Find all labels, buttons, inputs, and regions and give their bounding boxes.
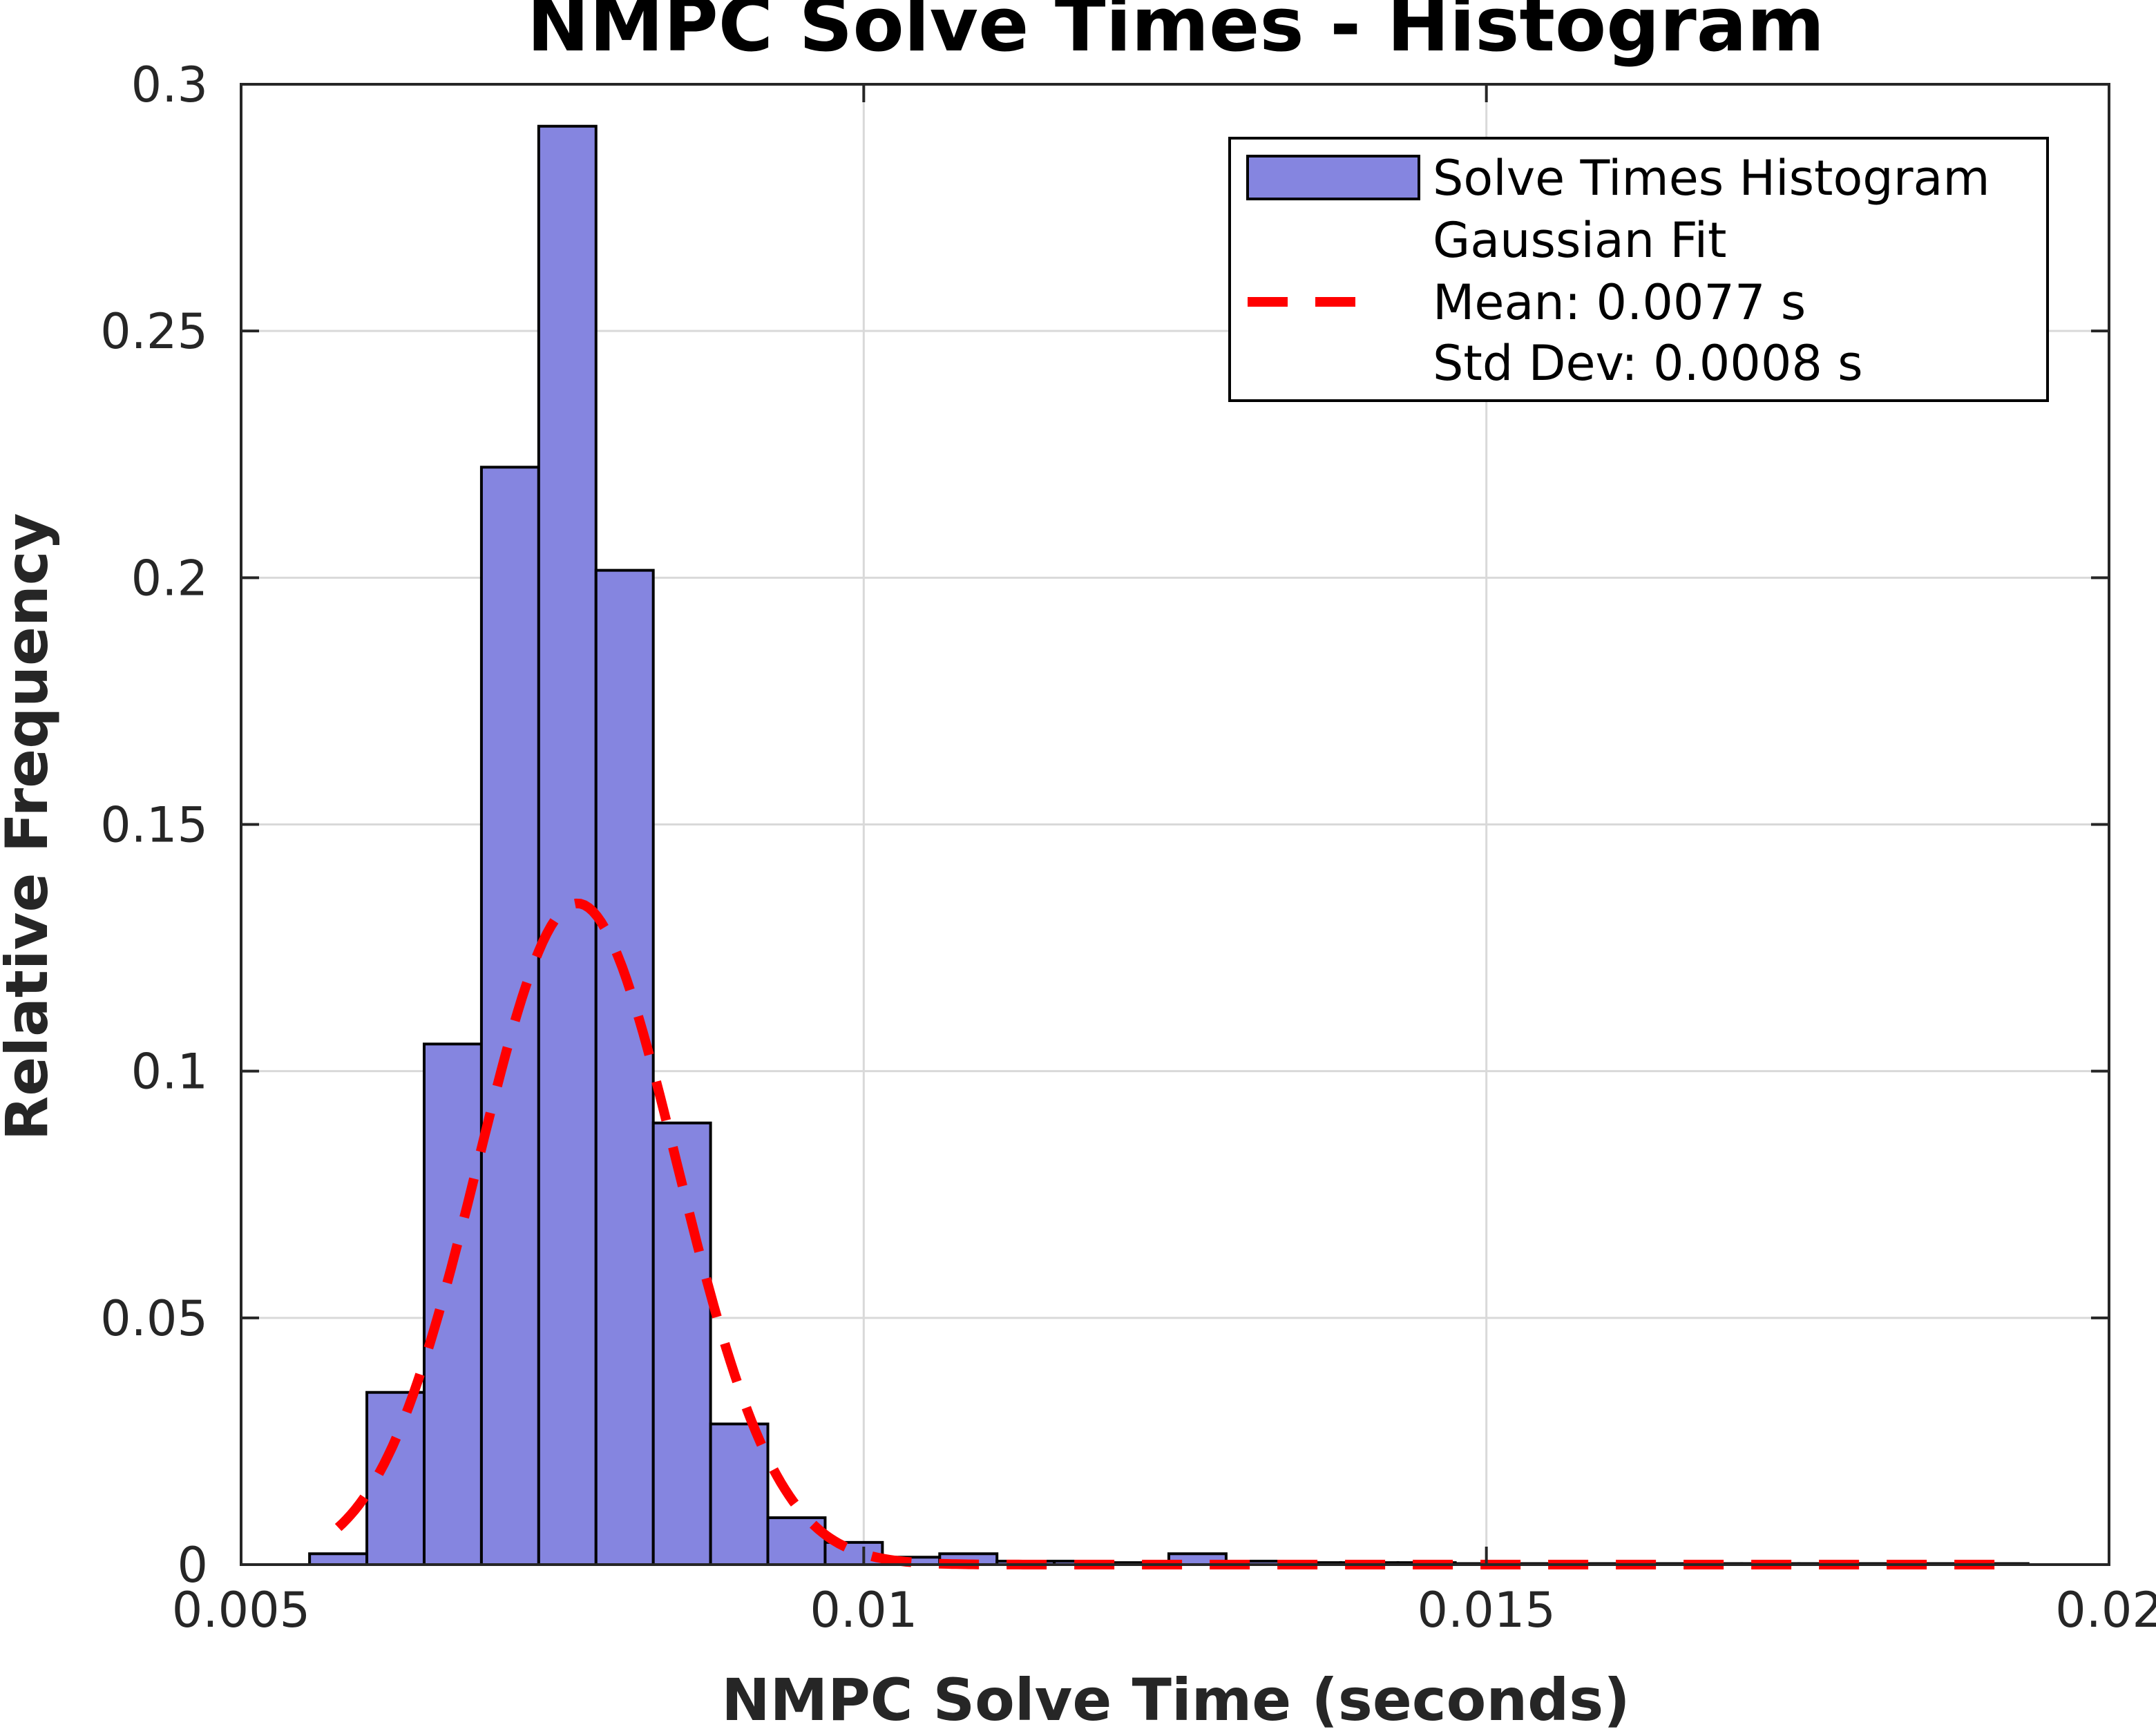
histogram-bar xyxy=(651,1121,712,1566)
chart-title: NMPC Solve Times - Histogram xyxy=(527,0,1824,68)
histogram-bar xyxy=(479,466,540,1567)
x-tick-label: 0.02 xyxy=(2055,1582,2156,1639)
x-tick-label: 0.015 xyxy=(1417,1582,1555,1639)
y-tick-label: 0.3 xyxy=(131,57,208,113)
x-axis-label: NMPC Solve Time (seconds) xyxy=(721,1666,1630,1729)
legend-swatch-histogram xyxy=(1246,155,1420,200)
histogram-bar xyxy=(365,1391,426,1566)
histogram-bar xyxy=(594,569,655,1567)
x-tick-label: 0.01 xyxy=(810,1582,917,1639)
y-tick-label: 0.15 xyxy=(100,797,208,854)
histogram-bar xyxy=(709,1422,770,1567)
y-axis-label: Relative Frequency xyxy=(0,513,61,1141)
y-tick-label: 0.2 xyxy=(131,550,208,606)
histogram-bar xyxy=(422,1042,483,1566)
y-tick-label: 0.1 xyxy=(131,1044,208,1100)
legend-entry-std: Std Dev: 0.0008 s xyxy=(1433,335,1863,392)
y-tick-label: 0.05 xyxy=(100,1290,208,1347)
legend: Solve Times Histogram Gaussian Fit Mean:… xyxy=(1228,137,2049,402)
x-tick-label: 0.005 xyxy=(172,1582,310,1639)
histogram-bar xyxy=(537,124,598,1567)
y-tick-label: 0 xyxy=(177,1537,208,1594)
axis-ticks: 0.005 0.01 0.015 0.02 0 0.05 0.1 0.15 0.2 0.25 0.3 xyxy=(100,57,2156,1639)
legend-entry-mean: Mean: 0.0077 s xyxy=(1433,274,1806,331)
legend-entry-histogram: Solve Times Histogram xyxy=(1433,150,1990,207)
histogram-bar xyxy=(308,1552,369,1567)
legend-entry-gaussian: Gaussian Fit xyxy=(1433,212,1726,269)
y-tick-label: 0.25 xyxy=(100,303,208,360)
